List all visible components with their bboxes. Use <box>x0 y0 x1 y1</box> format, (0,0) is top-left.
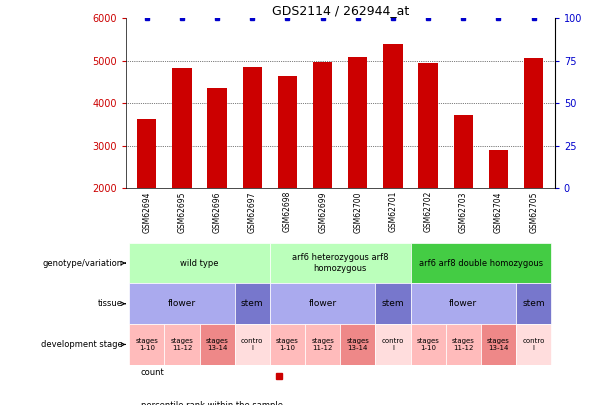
Bar <box>243 67 262 188</box>
Text: GSM62702: GSM62702 <box>424 191 433 232</box>
Text: stages
13-14: stages 13-14 <box>206 338 229 351</box>
Text: contro
l: contro l <box>382 338 404 351</box>
Text: GSM62695: GSM62695 <box>177 191 186 232</box>
Bar <box>164 324 199 364</box>
Bar <box>419 63 438 188</box>
Text: flower: flower <box>308 299 337 308</box>
Text: stages
1-10: stages 1-10 <box>417 338 440 351</box>
Text: arf6 arf8 double homozygous: arf6 arf8 double homozygous <box>419 258 543 268</box>
Bar <box>199 324 235 364</box>
Bar <box>313 62 332 188</box>
Text: stem: stem <box>522 299 545 308</box>
Text: percentile rank within the sample: percentile rank within the sample <box>141 401 283 405</box>
Text: stages
1-10: stages 1-10 <box>276 338 299 351</box>
Bar <box>516 283 551 324</box>
Text: GSM62696: GSM62696 <box>213 191 222 232</box>
Text: flower: flower <box>449 299 478 308</box>
Bar <box>516 324 551 364</box>
Text: arf6 heterozygous arf8
homozygous: arf6 heterozygous arf8 homozygous <box>292 254 389 273</box>
Bar <box>270 243 411 283</box>
Text: stages
1-10: stages 1-10 <box>135 338 158 351</box>
Text: flower: flower <box>168 299 196 308</box>
Bar <box>454 115 473 188</box>
Text: stages
11-12: stages 11-12 <box>311 338 334 351</box>
Bar <box>129 283 235 324</box>
Text: GSM62699: GSM62699 <box>318 191 327 232</box>
Text: development stage: development stage <box>41 340 126 349</box>
Bar <box>137 119 156 188</box>
Text: GSM62694: GSM62694 <box>142 191 151 232</box>
Bar <box>270 324 305 364</box>
Bar <box>411 243 551 283</box>
Bar <box>375 283 411 324</box>
Bar <box>489 150 508 188</box>
Bar <box>270 283 375 324</box>
Text: GSM62697: GSM62697 <box>248 191 257 232</box>
Bar <box>235 324 270 364</box>
Text: GSM62704: GSM62704 <box>494 191 503 232</box>
Bar <box>383 44 403 188</box>
Text: GSM62701: GSM62701 <box>389 191 397 232</box>
Text: GSM62703: GSM62703 <box>459 191 468 232</box>
Bar <box>524 58 543 188</box>
Text: wild type: wild type <box>180 258 219 268</box>
Bar <box>207 87 227 188</box>
Text: count: count <box>141 368 165 377</box>
Text: genotype/variation: genotype/variation <box>42 258 126 268</box>
Text: stages
13-14: stages 13-14 <box>487 338 510 351</box>
Bar <box>278 76 297 188</box>
Bar <box>340 324 375 364</box>
Bar <box>481 324 516 364</box>
Bar <box>305 324 340 364</box>
Text: contro
l: contro l <box>241 338 264 351</box>
Bar <box>411 283 516 324</box>
Bar <box>375 324 411 364</box>
Bar <box>129 243 270 283</box>
Bar <box>411 324 446 364</box>
Text: stem: stem <box>382 299 405 308</box>
Bar <box>348 58 367 188</box>
Text: stages
11-12: stages 11-12 <box>170 338 193 351</box>
Text: GSM62705: GSM62705 <box>529 191 538 232</box>
Bar <box>172 68 192 188</box>
Text: stages
13-14: stages 13-14 <box>346 338 369 351</box>
Bar <box>235 283 270 324</box>
Bar <box>446 324 481 364</box>
Title: GDS2114 / 262944_at: GDS2114 / 262944_at <box>272 4 409 17</box>
Text: tissue: tissue <box>97 299 126 308</box>
Bar <box>129 324 164 364</box>
Text: contro
l: contro l <box>522 338 545 351</box>
Text: GSM62698: GSM62698 <box>283 191 292 232</box>
Text: GSM62700: GSM62700 <box>353 191 362 232</box>
Text: stem: stem <box>241 299 264 308</box>
Text: stages
11-12: stages 11-12 <box>452 338 474 351</box>
